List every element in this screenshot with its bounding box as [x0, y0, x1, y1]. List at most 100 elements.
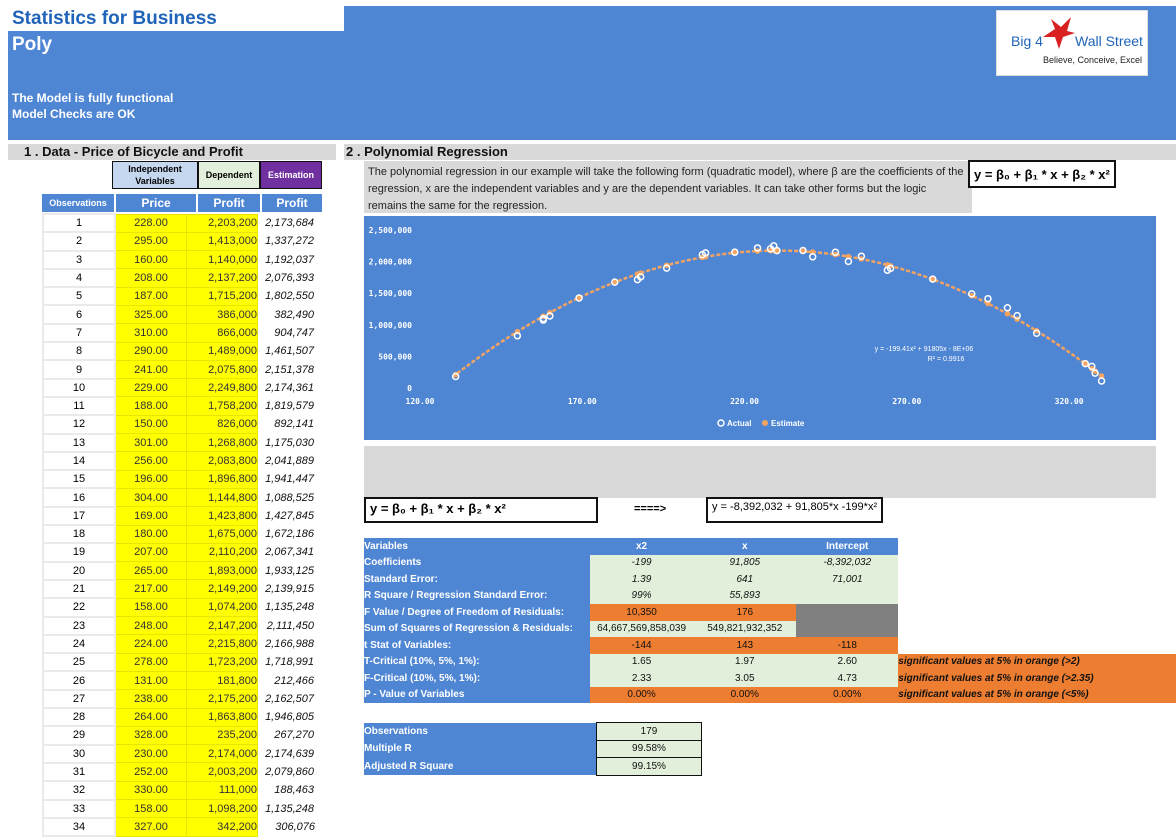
- regression-value[interactable]: -199: [589, 554, 694, 571]
- observation-cell[interactable]: 10: [42, 377, 116, 398]
- profit-cell[interactable]: 1,758,200: [186, 396, 258, 416]
- observation-cell[interactable]: 7: [42, 322, 116, 344]
- observation-cell[interactable]: 33: [42, 798, 116, 819]
- profit-cell[interactable]: 181,800: [186, 670, 258, 691]
- estimated-profit-cell[interactable]: 2,076,393: [265, 272, 314, 285]
- regression-value[interactable]: 549,821,932,352: [693, 620, 797, 637]
- price-cell[interactable]: 265.00: [114, 561, 187, 581]
- price-cell[interactable]: 169.00: [114, 506, 187, 526]
- observation-cell[interactable]: 19: [42, 542, 116, 563]
- estimated-profit-cell[interactable]: 1,461,507: [265, 345, 314, 358]
- observation-cell[interactable]: 25: [42, 652, 116, 673]
- price-cell[interactable]: 160.00: [114, 250, 187, 270]
- observation-cell[interactable]: 24: [42, 633, 116, 655]
- observation-cell[interactable]: 16: [42, 487, 116, 508]
- regression-value[interactable]: 99%: [589, 587, 694, 604]
- price-cell[interactable]: 150.00: [114, 414, 187, 435]
- observation-cell[interactable]: 8: [42, 341, 116, 362]
- observation-cell[interactable]: 30: [42, 743, 116, 764]
- estimated-profit-cell[interactable]: 2,139,915: [265, 583, 314, 596]
- profit-cell[interactable]: 2,203,200: [186, 213, 258, 233]
- profit-cell[interactable]: 866,000: [186, 323, 258, 343]
- observation-cell[interactable]: 17: [42, 505, 116, 527]
- profit-cell[interactable]: 1,413,000: [186, 231, 258, 252]
- estimated-profit-cell[interactable]: 904,747: [274, 326, 314, 339]
- observation-cell[interactable]: 9: [42, 359, 116, 380]
- estimated-profit-cell[interactable]: 212,466: [274, 674, 314, 687]
- profit-cell[interactable]: 2,147,200: [186, 616, 258, 636]
- observation-cell[interactable]: 32: [42, 780, 116, 801]
- estimated-profit-cell[interactable]: 2,174,639: [265, 747, 314, 760]
- price-cell[interactable]: 310.00: [114, 323, 187, 343]
- profit-cell[interactable]: 1,723,200: [186, 652, 258, 672]
- regression-value[interactable]: [796, 620, 899, 637]
- price-cell[interactable]: 301.00: [114, 433, 187, 453]
- regression-value[interactable]: -144: [589, 637, 694, 654]
- regression-value[interactable]: [796, 587, 899, 604]
- profit-cell[interactable]: 386,000: [186, 304, 258, 325]
- profit-cell[interactable]: 2,003,200: [186, 762, 258, 782]
- estimated-profit-cell[interactable]: 2,166,988: [265, 637, 314, 650]
- estimated-profit-cell[interactable]: 2,174,361: [265, 381, 314, 394]
- profit-cell[interactable]: 1,144,800: [186, 487, 258, 508]
- estimated-profit-cell[interactable]: 892,141: [274, 418, 314, 431]
- profit-cell[interactable]: 1,098,200: [186, 798, 258, 819]
- regression-value[interactable]: 2.33: [589, 670, 694, 687]
- profit-cell[interactable]: 1,140,000: [186, 250, 258, 270]
- price-cell[interactable]: 131.00: [114, 670, 187, 691]
- estimated-profit-cell[interactable]: 1,933,125: [265, 564, 314, 577]
- estimated-profit-cell[interactable]: 306,076: [275, 820, 315, 833]
- price-cell[interactable]: 158.00: [114, 798, 187, 819]
- regression-value[interactable]: 143: [693, 637, 797, 654]
- observation-cell[interactable]: 3: [42, 249, 116, 270]
- estimated-profit-cell[interactable]: 2,041,889: [265, 455, 314, 467]
- regression-value[interactable]: 64,667,569,858,039: [589, 620, 694, 637]
- estimated-profit-cell[interactable]: 1,337,272: [265, 235, 314, 248]
- observation-cell[interactable]: 15: [42, 469, 116, 490]
- price-cell[interactable]: 327.00: [114, 817, 187, 837]
- estimated-profit-cell[interactable]: 1,192,037: [265, 253, 314, 266]
- observation-cell[interactable]: 34: [42, 816, 116, 837]
- profit-cell[interactable]: 111,000: [186, 780, 258, 801]
- profit-cell[interactable]: 826,000: [186, 414, 258, 435]
- profit-cell[interactable]: 1,675,000: [186, 524, 258, 544]
- summary-value[interactable]: 99.15%: [596, 757, 702, 776]
- profit-cell[interactable]: 1,896,800: [186, 469, 258, 489]
- price-cell[interactable]: 224.00: [114, 634, 187, 654]
- profit-cell[interactable]: 2,149,200: [186, 579, 258, 599]
- price-cell[interactable]: 325.00: [114, 304, 187, 325]
- price-cell[interactable]: 207.00: [114, 542, 187, 563]
- profit-cell[interactable]: 1,074,200: [186, 597, 258, 618]
- profit-cell[interactable]: 2,137,200: [186, 268, 258, 288]
- profit-cell[interactable]: 1,715,200: [186, 286, 258, 306]
- summary-value[interactable]: 179: [596, 722, 702, 741]
- observation-cell[interactable]: 21: [42, 578, 116, 600]
- price-cell[interactable]: 228.00: [114, 213, 187, 233]
- profit-cell[interactable]: 1,489,000: [186, 341, 258, 361]
- observation-cell[interactable]: 31: [42, 761, 116, 783]
- observation-cell[interactable]: 18: [42, 524, 116, 545]
- observation-cell[interactable]: 22: [42, 597, 116, 618]
- estimated-profit-cell[interactable]: 382,490: [274, 308, 314, 321]
- estimated-profit-cell[interactable]: 1,941,447: [265, 473, 314, 486]
- profit-cell[interactable]: 2,110,200: [186, 542, 258, 563]
- price-cell[interactable]: 238.00: [114, 689, 187, 709]
- price-cell[interactable]: 248.00: [114, 616, 187, 636]
- regression-value[interactable]: 176: [693, 604, 797, 621]
- observation-cell[interactable]: 29: [42, 725, 116, 746]
- estimated-profit-cell[interactable]: 1,946,805: [265, 711, 314, 724]
- estimated-profit-cell[interactable]: 2,173,684: [265, 217, 314, 230]
- observation-cell[interactable]: 14: [42, 450, 116, 472]
- observation-cell[interactable]: 4: [42, 267, 116, 289]
- observation-cell[interactable]: 26: [42, 670, 116, 691]
- observation-cell[interactable]: 2: [42, 231, 116, 252]
- estimated-profit-cell[interactable]: 1,088,525: [265, 491, 314, 504]
- profit-cell[interactable]: 2,174,000: [186, 744, 258, 764]
- observation-cell[interactable]: 1: [42, 212, 116, 234]
- regression-value[interactable]: 0.00%: [693, 686, 797, 703]
- estimated-profit-cell[interactable]: 1,427,845: [265, 509, 314, 522]
- price-cell[interactable]: 290.00: [114, 341, 187, 361]
- price-cell[interactable]: 230.00: [114, 744, 187, 764]
- estimated-profit-cell[interactable]: 2,067,341: [265, 546, 314, 559]
- regression-value[interactable]: 1.97: [693, 653, 797, 670]
